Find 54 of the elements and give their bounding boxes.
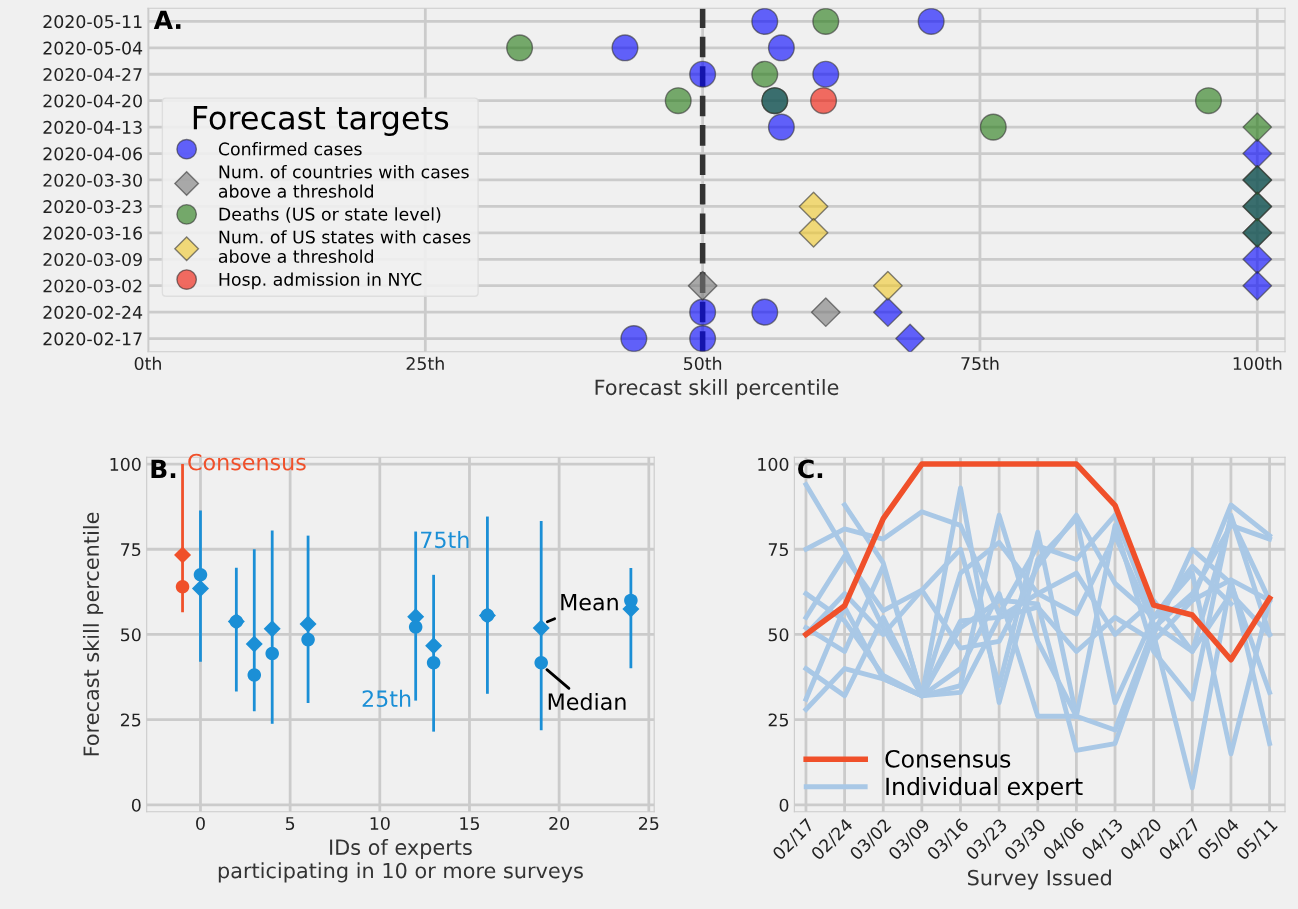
legend-label: Individual expert (886, 777, 1083, 800)
y-axis-title: Forecast skill percentile (82, 512, 104, 756)
x-tick-label: 75th (961, 356, 999, 371)
x-tick-label: 25 (639, 816, 659, 831)
y-tick-label: 2020-04-27 (43, 67, 142, 82)
legend-label: Num. of US states with cases above a threshold (218, 230, 471, 264)
y-tick-label: 2020-04-13 (43, 120, 142, 134)
legend-label: Deaths (US or state level) (219, 207, 441, 223)
legend-label: Consensus (885, 749, 1011, 768)
x-tick-label: 10 (370, 816, 390, 831)
y-tick-label: 25 (120, 713, 141, 727)
y-tick-label: 2020-03-30 (43, 173, 142, 187)
y-tick-label: 2020-05-11 (43, 15, 142, 29)
legend-title: Forecast targets (193, 106, 449, 136)
y-tick-label: 2020-05-04 (43, 41, 143, 55)
annotation: Consensus (188, 453, 306, 471)
legend-label: Num. of countries with cases above a threshold (218, 164, 469, 198)
x-tick-label: 0 (196, 816, 205, 831)
y-tick-label: 2020-03-09 (43, 252, 142, 267)
x-axis-title: Survey Issued (967, 869, 1111, 890)
chart-title: C. (798, 459, 823, 479)
annotation: Median (548, 692, 626, 711)
legend-label: Confirmed cases (218, 142, 362, 156)
y-tick-label: 2020-04-20 (43, 94, 142, 108)
x-tick-label: 0th (134, 356, 161, 371)
x-axis-title: IDs of experts participating in 10 or more surveys (218, 838, 583, 883)
y-tick-label: 2020-02-24 (43, 305, 143, 319)
y-tick-label: 2020-04-06 (43, 147, 143, 161)
y-tick-label: 75 (121, 543, 141, 557)
chart-title: A. (153, 10, 181, 29)
y-tick-label: 2020-03-02 (43, 279, 142, 293)
x-tick-label: 15 (460, 817, 480, 831)
y-tick-label: 2020-02-17 (43, 332, 142, 346)
y-tick-label: 50 (121, 628, 141, 642)
x-tick-label: 100th (1233, 356, 1282, 371)
x-axis-title: Forecast skill percentile (595, 379, 839, 400)
y-tick-label: 2020-03-16 (43, 226, 143, 240)
x-tick-label: 20 (549, 816, 570, 831)
x-tick-label: 25th (406, 356, 444, 371)
x-tick-label: 50th (684, 356, 722, 371)
annotation: 25th (362, 689, 411, 708)
legend-label: Hosp. admission in NYC (219, 272, 422, 290)
annotation: 75th (421, 531, 469, 549)
y-tick-label: 0 (779, 798, 789, 812)
y-tick-label: 25 (768, 713, 788, 727)
annotation: Mean (561, 594, 618, 611)
y-tick-label: 100 (758, 457, 789, 471)
y-tick-label: 0 (131, 798, 141, 812)
y-tick-label: 2020-03-23 (43, 200, 142, 214)
y-tick-label: 50 (768, 628, 789, 642)
y-tick-label: 75 (768, 543, 788, 557)
x-tick-label: 5 (285, 817, 295, 831)
chart-title: B. (151, 459, 176, 478)
y-tick-label: 100 (110, 457, 141, 471)
